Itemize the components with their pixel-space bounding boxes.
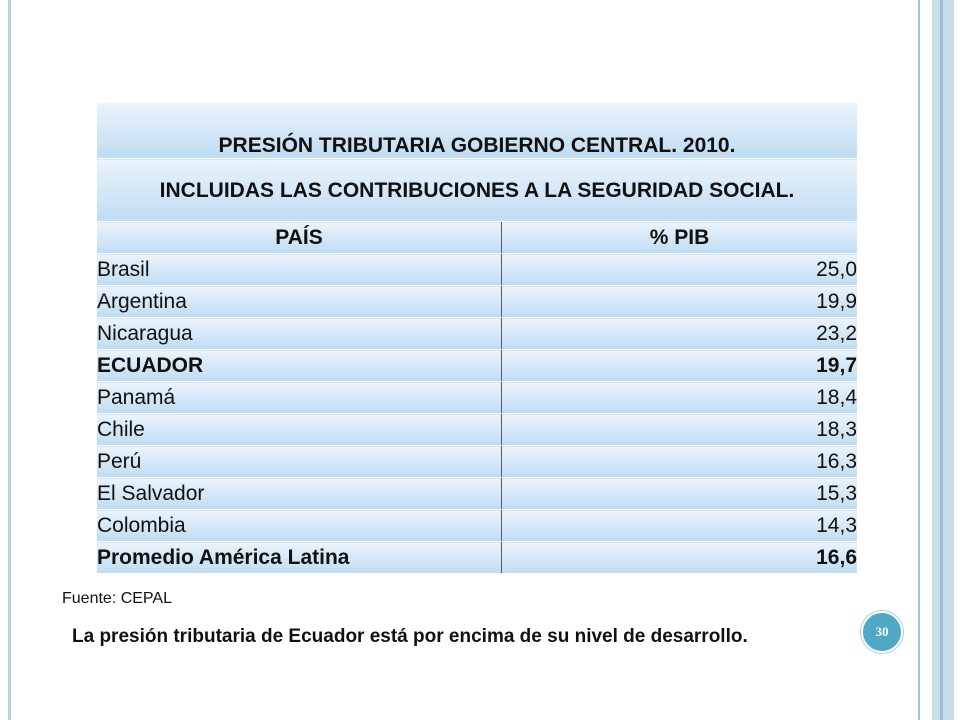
- percent-gdp-cell: 18,3: [501, 413, 857, 446]
- percent-gdp-cell: 19,7: [501, 349, 857, 382]
- table-title-row: PRESIÓN TRIBUTARIA GOBIERNO CENTRAL. 201…: [97, 103, 857, 159]
- table-row: Chile 18,3: [97, 413, 857, 446]
- table-row: Colombia 14,3: [97, 509, 857, 542]
- table-row: Argentina 19,9: [97, 285, 857, 318]
- percent-gdp-cell: 19,9: [501, 285, 857, 318]
- table-row: Nicaragua 23,2: [97, 317, 857, 350]
- percent-gdp-cell: 23,2: [501, 317, 857, 350]
- percent-gdp-cell: 14,3: [501, 509, 857, 542]
- slide-right-band-line: [940, 0, 943, 720]
- slide-left-border: [8, 0, 11, 720]
- column-header-value: % PIB: [501, 221, 857, 254]
- table-row: ECUADOR 19,7: [97, 349, 857, 382]
- percent-gdp-cell: 15,3: [501, 477, 857, 510]
- table-title: PRESIÓN TRIBUTARIA GOBIERNO CENTRAL. 201…: [97, 103, 857, 159]
- conclusion-text: La presión tributaria de Ecuador está po…: [72, 626, 748, 647]
- table-row: Perú 16,3: [97, 445, 857, 478]
- country-cell: Nicaragua: [97, 317, 502, 350]
- slide-right-band: [932, 0, 954, 720]
- table-header-row: PAÍS % PIB: [97, 221, 857, 254]
- slide-right-border: [918, 0, 920, 720]
- country-cell: ECUADOR: [97, 349, 502, 382]
- country-cell: Chile: [97, 413, 502, 446]
- country-cell: Panamá: [97, 381, 502, 414]
- table-row: Brasil 25,0: [97, 253, 857, 286]
- page-number-badge: 30: [861, 611, 903, 653]
- table-subtitle: INCLUIDAS LAS CONTRIBUCIONES A LA SEGURI…: [97, 158, 857, 222]
- country-cell: Perú: [97, 445, 502, 478]
- country-cell: Brasil: [97, 253, 502, 286]
- country-cell: El Salvador: [97, 477, 502, 510]
- table-row: Panamá 18,4: [97, 381, 857, 414]
- percent-gdp-cell: 18,4: [501, 381, 857, 414]
- tax-pressure-table: PRESIÓN TRIBUTARIA GOBIERNO CENTRAL. 201…: [97, 103, 857, 574]
- percent-gdp-cell: 16,6: [501, 541, 857, 574]
- percent-gdp-cell: 25,0: [501, 253, 857, 286]
- table-subtitle-row: INCLUIDAS LAS CONTRIBUCIONES A LA SEGURI…: [97, 158, 857, 222]
- percent-gdp-cell: 16,3: [501, 445, 857, 478]
- country-cell: Promedio América Latina: [97, 541, 502, 574]
- source-note: Fuente: CEPAL: [62, 590, 172, 607]
- country-cell: Argentina: [97, 285, 502, 318]
- column-header-country: PAÍS: [97, 221, 502, 254]
- country-cell: Colombia: [97, 509, 502, 542]
- table-row: El Salvador 15,3: [97, 477, 857, 510]
- table-row: Promedio América Latina 16,6: [97, 541, 857, 574]
